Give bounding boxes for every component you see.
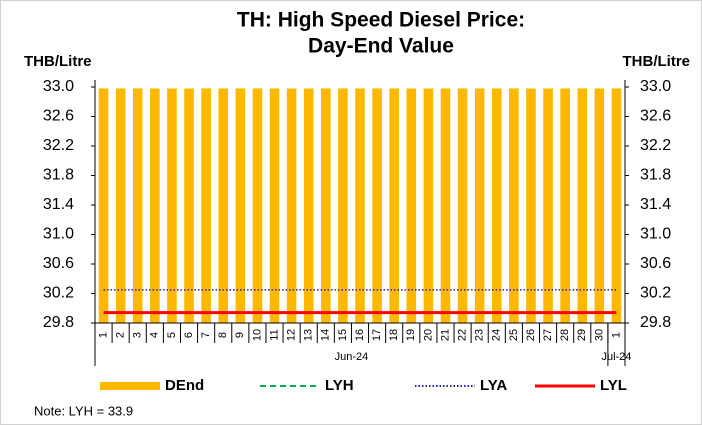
bar: [509, 88, 519, 323]
bar: [150, 88, 160, 323]
bar: [389, 88, 399, 323]
bar: [372, 88, 382, 323]
x-tick-label: 26: [525, 329, 537, 341]
x-tick-label: 12: [286, 329, 298, 341]
bar: [474, 88, 485, 323]
x-tick-label: 25: [508, 329, 520, 341]
y2-tick-label: 30.2: [640, 285, 671, 302]
bar: [611, 88, 622, 323]
x-tick-label: 27: [542, 329, 554, 341]
x-tick-label: 9: [234, 332, 246, 338]
bar: [560, 88, 570, 323]
bar: [132, 88, 143, 323]
x-tick-label: 8: [217, 332, 229, 338]
legend-label: LYA: [480, 377, 507, 394]
plot: [98, 88, 622, 323]
bar: [457, 88, 468, 323]
x-tick-label: 19: [405, 329, 417, 341]
y2-tick-label: 31.8: [640, 167, 671, 184]
x-tick-label: 11: [268, 329, 280, 340]
x-tick-label: 4: [149, 332, 161, 338]
y-tick-label: 30.6: [43, 255, 74, 272]
bar: [338, 88, 348, 323]
x-tick-label: 1: [610, 332, 622, 338]
chart-subtitle: Day-End Value: [308, 35, 454, 58]
legend-label: DEnd: [165, 377, 204, 394]
x-tick-label: 7: [200, 332, 212, 338]
y2-tick-label: 31.0: [640, 226, 671, 243]
y-tick-label: 30.2: [43, 285, 74, 302]
x-tick-label: 1: [97, 332, 109, 338]
x-tick-label: 13: [303, 329, 315, 341]
y2-tick-label: 32.6: [640, 108, 671, 125]
legend-label: LYL: [600, 377, 627, 394]
bar: [235, 88, 246, 323]
x-tick-label: 16: [354, 329, 366, 341]
bar: [355, 88, 365, 323]
x-tick-label: 24: [491, 329, 503, 341]
bar: [252, 88, 263, 323]
bar: [491, 88, 502, 323]
x-tick-label: 17: [371, 329, 383, 341]
x-tick-label: 30: [593, 329, 605, 341]
y2-axis-label: THB/Litre: [623, 53, 691, 70]
y2-tick-label: 33.0: [640, 78, 671, 95]
y-tick-label: 31.4: [43, 196, 74, 213]
y-tick-label: 32.6: [43, 108, 74, 125]
bar: [218, 88, 229, 323]
bar: [303, 88, 314, 323]
y-axis-label: THB/Litre: [24, 53, 92, 70]
bar: [526, 88, 536, 323]
bar: [406, 88, 417, 323]
bar: [423, 88, 434, 323]
bar: [98, 88, 109, 323]
y-tick-label: 33.0: [43, 78, 74, 95]
y-tick-label: 31.8: [43, 167, 74, 184]
y-tick-label: 29.8: [43, 314, 74, 331]
bar: [201, 88, 211, 323]
y-tick-label: 32.2: [43, 137, 74, 154]
y2-tick-label: 29.8: [640, 314, 671, 331]
x-tick-label: 3: [132, 332, 144, 338]
x-tick-label: 5: [166, 332, 178, 338]
bar: [321, 88, 331, 323]
chart-title: TH: High Speed Diesel Price:: [237, 9, 525, 32]
note: Note: LYH = 33.9: [34, 403, 133, 418]
bar: [115, 88, 126, 323]
x-tick-label: 20: [422, 329, 434, 341]
bar: [543, 88, 553, 323]
x-tick-label: 2: [115, 332, 127, 338]
bar: [577, 88, 588, 323]
legend-label: LYH: [325, 377, 354, 394]
x-tick-label: 22: [456, 329, 468, 341]
y2-tick-label: 31.4: [640, 196, 671, 213]
x-tick-label: 28: [559, 329, 571, 341]
bar: [167, 88, 177, 323]
x-tick-label: 10: [251, 329, 263, 341]
y2-tick-label: 32.2: [640, 137, 671, 154]
bar: [440, 88, 451, 323]
y-tick-label: 31.0: [43, 226, 74, 243]
bar: [269, 88, 280, 323]
bar: [184, 88, 194, 323]
bar: [286, 88, 297, 323]
x-tick-label: 21: [439, 329, 451, 341]
legend-swatch: [100, 382, 160, 390]
group-label: Jul-24: [601, 351, 631, 363]
x-tick-label: 6: [183, 332, 195, 338]
x-tick-label: 18: [388, 329, 400, 341]
x-tick-label: 14: [320, 329, 332, 341]
bar: [594, 88, 605, 323]
group-label: Jun-24: [335, 351, 369, 363]
x-tick-label: 15: [337, 329, 349, 341]
x-tick-label: 29: [576, 329, 588, 341]
x-tick-label: 23: [474, 329, 486, 341]
y2-tick-label: 30.6: [640, 255, 671, 272]
